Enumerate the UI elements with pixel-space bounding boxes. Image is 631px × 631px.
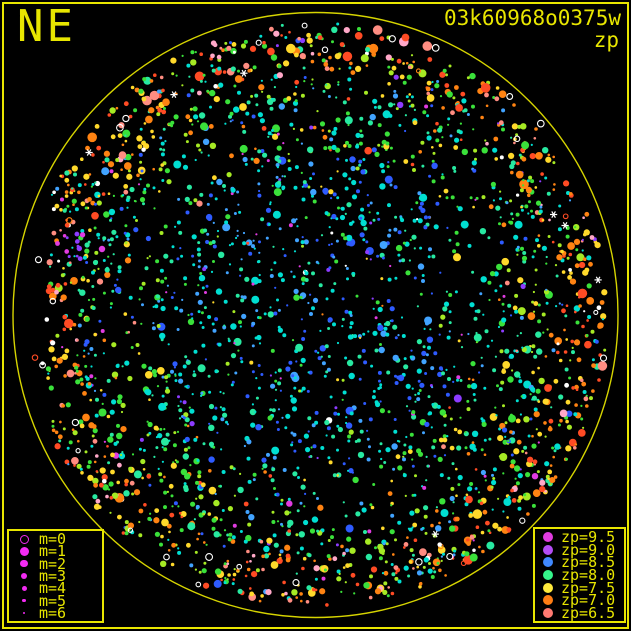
legend-row: zp=8.5 (535, 553, 624, 572)
legend-row: zp=8.0 (535, 565, 624, 584)
legend-label: zp=6.5 (561, 603, 616, 622)
legend-label: zp=7.0 (561, 591, 616, 610)
legend-label: zp=8.0 (561, 565, 616, 584)
legend-row: zp=7.5 (535, 578, 624, 597)
field-boundary-circle (12, 11, 619, 619)
zp-marker (535, 557, 561, 568)
magnitude-marker (9, 572, 39, 580)
magnitude-marker (9, 534, 39, 544)
legend-row: m=1 (9, 542, 102, 561)
legend-row: m=0 (9, 530, 102, 549)
magnitude-marker (9, 559, 39, 568)
zp-marker (535, 544, 561, 555)
plot-subtitle: zp (593, 28, 619, 52)
legend-label: zp=9.5 (561, 528, 616, 547)
legend-row: zp=7.0 (535, 591, 624, 610)
legend-row: m=6 (9, 603, 102, 622)
legend-row: m=4 (9, 579, 102, 598)
magnitude-marker (9, 546, 39, 556)
legend-row: zp=6.5 (535, 603, 624, 622)
zp-marker (535, 569, 561, 580)
zp-marker (535, 532, 561, 543)
zp-marker (535, 582, 561, 593)
legend-label: m=5 (39, 591, 67, 610)
legend-label: m=2 (39, 554, 67, 573)
legend-label: m=1 (39, 542, 67, 561)
orientation-label: NE (17, 1, 76, 52)
zeropoint-legend: zp=9.5 zp=9.0 zp=8.5 zp=8.0 zp=7.5 zp=7.0 zp=6… (533, 527, 626, 623)
zp-marker (535, 607, 561, 618)
legend-label: m=3 (39, 566, 67, 585)
legend-row: zp=9.5 (535, 528, 624, 547)
plot-title: 03k60968o0375w (443, 6, 621, 30)
legend-label: m=6 (39, 603, 67, 622)
magnitude-legend: m=0 m=1 m=2 m=3 m=4 m=5 m=6 (7, 529, 104, 623)
scatter-points-layer (31, 22, 608, 607)
legend-row: m=2 (9, 554, 102, 573)
legend-label: zp=7.5 (561, 578, 616, 597)
legend-row: zp=9.0 (535, 540, 624, 559)
legend-label: m=4 (39, 579, 67, 598)
zp-marker (535, 595, 561, 606)
magnitude-marker (9, 598, 39, 603)
legend-label: m=0 (39, 530, 67, 549)
legend-label: zp=9.0 (561, 540, 616, 559)
magnitude-marker (9, 585, 39, 591)
magnitude-marker (9, 611, 39, 615)
legend-row: m=5 (9, 591, 102, 610)
legend-label: zp=8.5 (561, 553, 616, 572)
legend-row: m=3 (9, 566, 102, 585)
